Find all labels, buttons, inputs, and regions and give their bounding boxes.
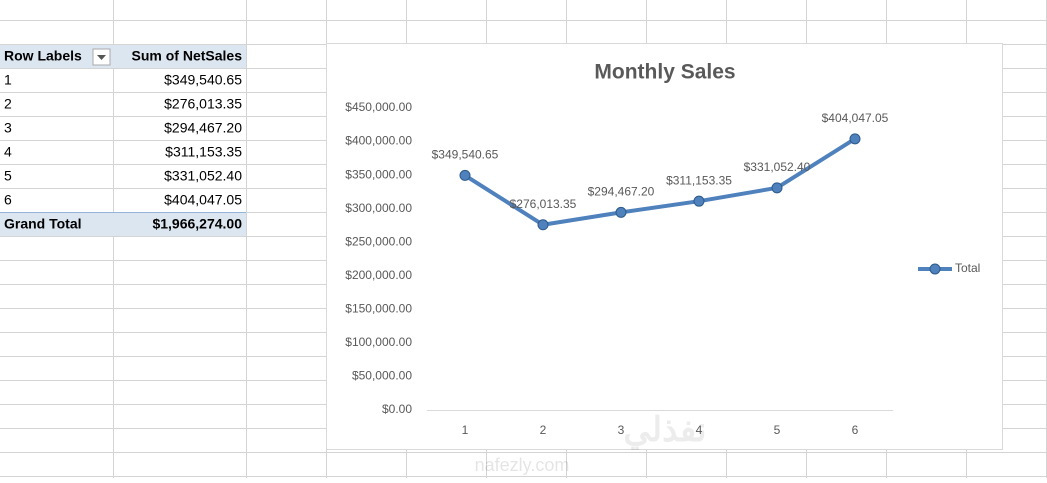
table-cell: 3	[4, 120, 12, 136]
chart-area	[326, 43, 1003, 450]
y-tick-label: $450,000.00	[345, 100, 412, 114]
data-label: $294,467.20	[588, 185, 655, 199]
data-label: $331,052.40	[744, 160, 811, 174]
table-cell: Grand Total	[4, 216, 82, 232]
table-cell: $349,540.65	[164, 72, 242, 88]
table-header-bg	[0, 45, 246, 68]
table-cell: 6	[4, 192, 12, 208]
data-label: $311,153.35	[666, 173, 732, 187]
point-marker	[693, 195, 705, 207]
table-cell: $1,966,274.00	[152, 216, 242, 232]
legend-label: Total	[955, 261, 980, 275]
chart-title: Monthly Sales	[594, 61, 735, 84]
y-tick-label: $250,000.00	[345, 234, 412, 248]
y-tick-label: $0.00	[382, 402, 412, 416]
point-marker	[615, 206, 627, 218]
x-tick-label: 2	[540, 423, 547, 437]
x-tick-label: 4	[696, 423, 703, 437]
filter-icon	[97, 55, 106, 60]
y-tick-label: $350,000.00	[345, 167, 412, 181]
y-tick-label: $200,000.00	[345, 268, 412, 282]
point-marker	[849, 133, 861, 145]
table-cell: $404,047.05	[164, 192, 242, 208]
table-cell: $311,153.35	[165, 144, 242, 160]
point-marker	[771, 182, 783, 194]
table-total-bg	[0, 213, 246, 236]
table-cell: 4	[4, 144, 12, 160]
table-cell: 5	[4, 168, 12, 184]
table-cell: $276,013.35	[164, 96, 242, 112]
table-cell: $331,052.40	[164, 168, 242, 184]
x-tick-label: 5	[774, 423, 781, 437]
x-tick-label: 1	[462, 423, 469, 437]
y-tick-label: $150,000.00	[345, 302, 412, 316]
data-label: $276,013.35	[510, 197, 577, 211]
point-marker	[537, 219, 549, 231]
point-marker	[459, 169, 471, 181]
watermark: نفذلي	[623, 411, 706, 450]
x-tick-label: 3	[618, 423, 625, 437]
table-header: Sum of NetSales	[132, 48, 243, 64]
y-tick-label: $400,000.00	[345, 134, 412, 148]
table-cell: 2	[4, 96, 12, 112]
data-label: $349,540.65	[432, 148, 499, 162]
table-cell: $294,467.20	[164, 120, 242, 136]
table-cell: 1	[4, 72, 12, 88]
series-line	[463, 137, 857, 227]
y-tick-label: $100,000.00	[345, 335, 412, 349]
legend-marker	[929, 263, 941, 275]
data-label: $404,047.05	[822, 111, 889, 125]
y-tick-label: $50,000.00	[352, 369, 412, 383]
watermark-url: nafezly.com	[475, 455, 570, 475]
x-tick-label: 6	[852, 423, 859, 437]
table-header: Row Labels	[4, 48, 82, 64]
y-tick-label: $300,000.00	[345, 201, 412, 215]
